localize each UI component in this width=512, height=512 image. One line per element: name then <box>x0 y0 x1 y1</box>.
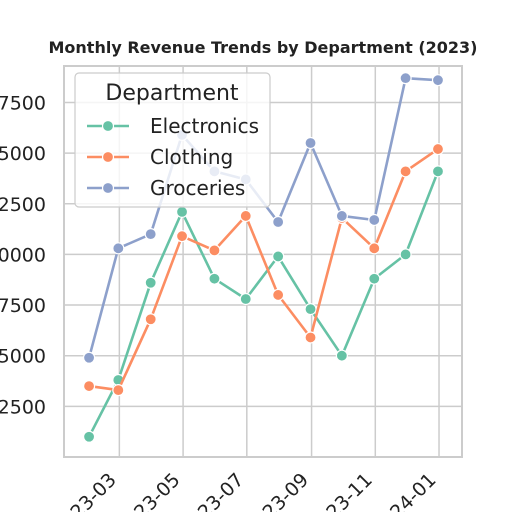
data-point-clothing <box>399 165 412 178</box>
x-tick-label: 2024-01 <box>369 469 441 512</box>
legend-entry: Electronics <box>150 114 259 138</box>
legend-entry: Groceries <box>150 176 245 200</box>
data-point-groceries <box>399 72 412 85</box>
data-point-clothing <box>82 379 96 393</box>
data-point-clothing <box>368 242 381 255</box>
y-tick-label: 5000 <box>0 346 46 368</box>
data-point-clothing <box>175 230 189 243</box>
data-point-groceries <box>112 242 125 255</box>
axes-frame <box>63 65 463 458</box>
data-point-clothing <box>239 209 252 223</box>
legend-marker <box>101 150 115 164</box>
data-point-electronics <box>335 349 348 362</box>
data-point-electronics <box>82 430 96 443</box>
legend-title: Department <box>105 81 239 106</box>
legend-box <box>74 72 271 208</box>
x-tick-label: 2023-03 <box>49 469 121 512</box>
legend-marker <box>101 181 115 195</box>
data-point-electronics <box>399 248 412 261</box>
data-point-clothing <box>272 288 285 302</box>
data-point-groceries <box>272 215 285 229</box>
data-point-clothing <box>208 244 221 257</box>
legend-entry: Clothing <box>150 145 233 169</box>
legend-marker <box>101 119 115 133</box>
data-point-groceries <box>335 209 348 223</box>
data-point-groceries <box>368 213 381 227</box>
series-line-electronics <box>87 170 440 438</box>
data-point-groceries <box>431 74 445 87</box>
data-point-clothing <box>144 313 157 326</box>
y-tick-label: 10000 <box>0 244 46 266</box>
data-point-electronics <box>272 250 285 263</box>
y-tick-label: 17500 <box>0 92 46 114</box>
x-tick-label: 2023-09 <box>241 469 313 512</box>
data-point-electronics <box>144 276 157 289</box>
data-point-clothing <box>304 331 317 344</box>
data-point-electronics <box>304 303 317 316</box>
data-point-electronics <box>239 292 252 306</box>
legend: Department Electronics Clothing Groceries <box>74 72 271 208</box>
plot-area: 250050007500100001250015000175002023-032… <box>0 65 463 512</box>
data-point-electronics <box>368 272 381 285</box>
y-tick-label: 15000 <box>0 143 46 165</box>
data-point-clothing <box>112 384 125 397</box>
y-tick-label: 7500 <box>0 295 46 317</box>
data-point-groceries <box>144 228 157 241</box>
data-point-electronics <box>175 205 189 218</box>
data-point-clothing <box>431 142 445 156</box>
data-point-electronics <box>208 272 221 285</box>
data-point-electronics <box>431 165 445 178</box>
chart-title: Monthly Revenue Trends by Department (20… <box>49 38 478 57</box>
series-line-clothing <box>88 148 439 392</box>
x-tick-label: 2023-05 <box>113 469 185 512</box>
data-point-groceries <box>82 351 96 364</box>
x-tick-label: 2023-11 <box>305 469 377 512</box>
data-point-groceries <box>304 136 317 150</box>
y-tick-label: 2500 <box>0 396 46 418</box>
y-tick-label: 12500 <box>0 194 46 216</box>
x-tick-label: 2023-07 <box>177 469 249 512</box>
